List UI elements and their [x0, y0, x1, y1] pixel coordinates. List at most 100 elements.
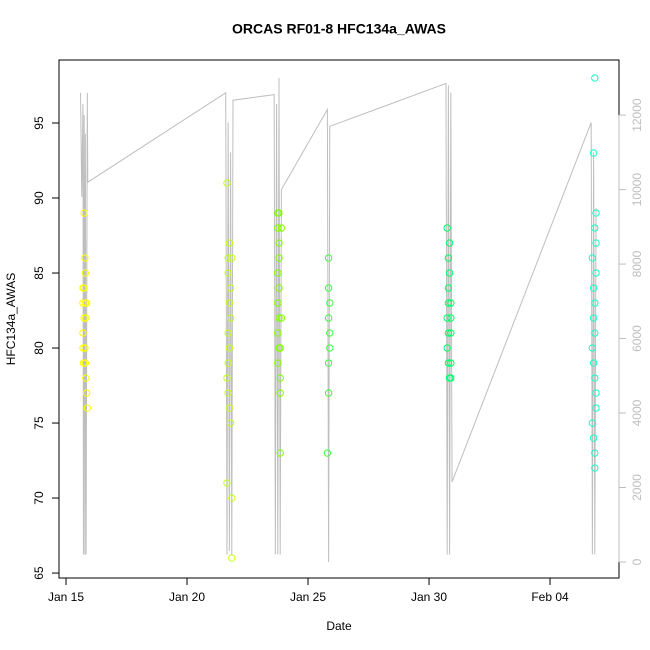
data-point: [274, 299, 282, 307]
data-point: [326, 299, 334, 307]
data-point: [276, 449, 284, 457]
x-tick-label: Jan 30: [411, 590, 447, 604]
data-point: [444, 254, 453, 262]
data-point: [324, 254, 333, 262]
data-point: [589, 359, 598, 367]
data-point: [81, 359, 90, 367]
y-axis-label: HFC134a_AWAS: [4, 273, 18, 365]
data-point: [82, 314, 90, 322]
y2-tick-label: 12000: [630, 98, 644, 132]
data-point: [226, 419, 235, 427]
data-point: [592, 404, 600, 412]
data-point: [223, 179, 231, 187]
data-point: [324, 389, 333, 397]
data-point: [225, 299, 234, 307]
data-point: [80, 284, 88, 292]
data-point: [324, 359, 333, 367]
data-point: [228, 494, 236, 502]
y2-tick-label: 6000: [630, 325, 644, 352]
data-point: [82, 374, 90, 382]
data-point: [591, 374, 599, 382]
data-point: [443, 224, 451, 232]
data-point: [275, 239, 283, 247]
data-point: [447, 314, 455, 322]
data-point: [83, 404, 92, 412]
data-point: [275, 314, 283, 322]
data-point: [447, 329, 455, 337]
y-tick-label: 65: [32, 566, 46, 580]
data-point: [226, 314, 235, 322]
data-point: [444, 359, 453, 367]
data-point: [275, 209, 283, 217]
y-tick-label: 85: [32, 266, 46, 280]
data-point: [589, 314, 598, 322]
data-point: [444, 299, 453, 307]
data-point: [591, 299, 599, 307]
data-point: [81, 254, 89, 262]
data-point: [223, 374, 231, 382]
data-point: [591, 329, 599, 337]
data-point: [225, 239, 234, 247]
y-tick-label: 80: [32, 341, 46, 355]
data-point: [323, 449, 332, 457]
x-tick-label: Jan 25: [290, 590, 326, 604]
data-point: [592, 239, 600, 247]
data-point: [592, 389, 600, 397]
data-point: [447, 299, 455, 307]
data-point: [589, 149, 598, 157]
y2-tick-label: 0: [630, 558, 644, 565]
data-point: [82, 299, 91, 307]
data-point: [79, 299, 87, 307]
data-point: [324, 284, 333, 292]
data-point: [79, 359, 88, 367]
data-point: [81, 269, 90, 277]
chart-title: ORCAS RF01-8 HFC134a_AWAS: [232, 21, 446, 37]
data-point: [445, 239, 454, 247]
data-point: [445, 374, 454, 382]
data-point: [592, 269, 600, 277]
data-point: [277, 224, 286, 232]
y-tick-label: 70: [32, 491, 46, 505]
data-point: [275, 284, 283, 292]
data-point: [589, 434, 598, 442]
y2-tick-label: 2000: [630, 474, 644, 501]
data-point: [274, 224, 282, 232]
y2-tick-label: 8000: [630, 250, 644, 277]
y2-tick-label: 4000: [630, 399, 644, 426]
data-point: [228, 254, 236, 262]
data-point: [225, 344, 234, 352]
data-point: [589, 284, 598, 292]
data-point: [443, 314, 451, 322]
data-point: [591, 224, 599, 232]
data-point: [224, 359, 232, 367]
y-tick-label: 90: [32, 191, 46, 205]
data-point: [224, 269, 232, 277]
data-point: [224, 254, 232, 262]
data-point: [80, 209, 88, 217]
data-point: [228, 554, 236, 562]
data-point: [592, 209, 600, 217]
data-point: [275, 254, 283, 262]
data-point: [224, 389, 232, 397]
data-point: [225, 404, 234, 412]
x-tick-label: Feb 04: [531, 590, 569, 604]
data-point: [274, 269, 282, 277]
x-tick-label: Jan 20: [169, 590, 205, 604]
data-point: [588, 419, 597, 427]
data-point: [591, 449, 599, 457]
data-point: [277, 314, 286, 322]
data-point: [444, 329, 453, 337]
x-tick-label: Jan 15: [48, 590, 84, 604]
data-point: [326, 329, 334, 337]
altitude-line: [80, 77, 597, 562]
data-point: [276, 374, 284, 382]
data-point: [276, 389, 284, 397]
data-point: [591, 74, 599, 82]
data-point: [79, 344, 87, 352]
data-point: [443, 344, 451, 352]
data-point: [324, 314, 333, 322]
y2-tick-label: 10000: [630, 173, 644, 207]
data-point: [226, 284, 235, 292]
data-point: [588, 254, 597, 262]
x-axis-label: Date: [326, 619, 352, 633]
